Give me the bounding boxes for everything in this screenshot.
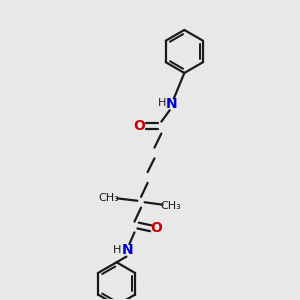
Text: N: N: [166, 97, 177, 111]
Text: CH₃: CH₃: [160, 201, 181, 211]
Text: O: O: [134, 119, 146, 133]
Text: CH₃: CH₃: [98, 194, 119, 203]
Text: H: H: [158, 98, 166, 108]
Text: N: N: [122, 243, 134, 257]
Text: O: O: [151, 221, 163, 235]
Text: H: H: [113, 245, 121, 255]
